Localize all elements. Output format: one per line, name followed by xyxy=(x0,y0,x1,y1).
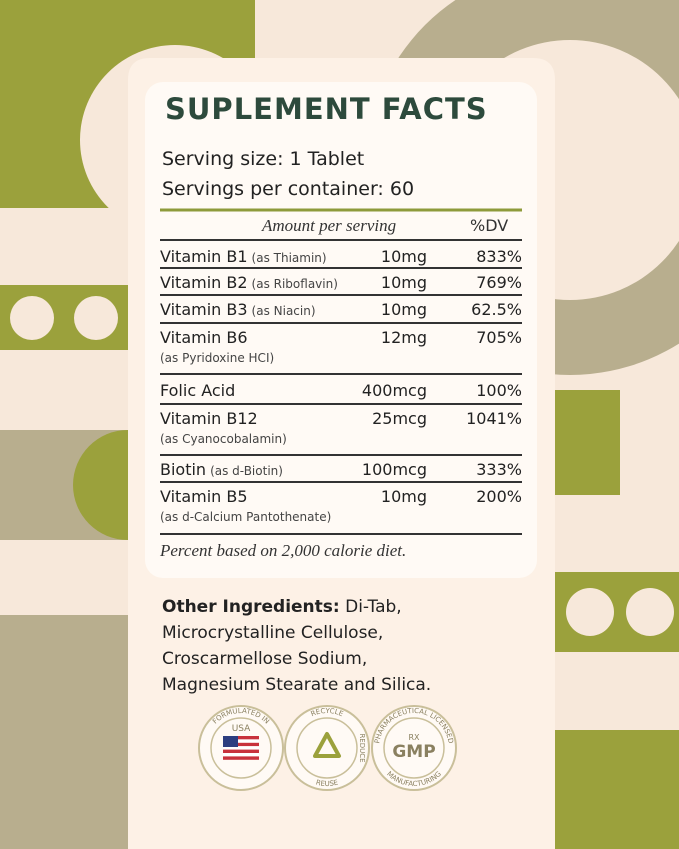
badge-inner xyxy=(383,717,445,779)
table-row: Vitamin B1 (as Thiamin) 10mg 833% xyxy=(160,243,522,269)
badge-inner xyxy=(296,717,358,779)
flag-canton xyxy=(223,736,238,747)
badge-text: REDUCE xyxy=(358,733,366,762)
ingredients-line: Magnesium Stearate and Silica. xyxy=(162,675,432,695)
flag-stripe xyxy=(223,742,259,747)
table-row: Vitamin B3 (as Niacin) 10mg 62.5% xyxy=(160,296,522,324)
nutrient-name: Vitamin B2 xyxy=(160,273,248,292)
daily-value: 705% xyxy=(476,328,522,347)
title: SUPLEMENT FACTS xyxy=(165,92,488,126)
badge-text: REUSE xyxy=(315,778,339,788)
badge-text: GMP xyxy=(392,742,435,762)
header-amount: Amount per serving xyxy=(262,216,397,235)
badge-inner xyxy=(210,717,272,779)
flag-stripe xyxy=(223,749,259,753)
nutrient-name: Vitamin B3 xyxy=(160,300,248,319)
ingredients-line: Microcrystalline Cellulose, xyxy=(162,623,384,643)
recycle-icon xyxy=(313,732,341,758)
amount: 10mg xyxy=(380,487,427,506)
daily-value: 769% xyxy=(476,273,522,292)
daily-value: 833% xyxy=(476,247,522,266)
amount: 25mcg xyxy=(372,409,427,428)
table-row: Vitamin B12 (as Cyanocobalamin) 25mcg 1041% xyxy=(160,405,522,456)
daily-value: 1041% xyxy=(466,409,522,428)
amount: 12mg xyxy=(380,328,427,347)
nutrient-note: (as d-Biotin) xyxy=(210,464,283,478)
table-row: Vitamin B6 (as Pyridoxine HCI) 12mg 705% xyxy=(160,324,522,375)
amount: 10mg xyxy=(380,300,427,319)
flag-stripe xyxy=(223,739,259,743)
flag-stripe xyxy=(223,736,259,740)
nutrient-name: Vitamin B5 xyxy=(160,487,248,506)
nutrient-name: Biotin xyxy=(160,460,207,479)
amount: 100mcg xyxy=(361,460,427,479)
table-row: Folic Acid 400mcg 100% xyxy=(160,377,522,405)
ingredients-label: Other Ingredients: xyxy=(162,597,340,617)
other-ingredients: Other Ingredients: Di-Tab, Microcrystalli… xyxy=(162,594,431,698)
daily-value: 200% xyxy=(476,487,522,506)
flag-stripe xyxy=(223,746,259,750)
serving-size: Serving size: 1 Tablet xyxy=(162,148,365,170)
nutrient-note: (as Pyridoxine HCI) xyxy=(160,351,275,365)
badge-text: RECYCLE xyxy=(310,707,345,718)
daily-value: 100% xyxy=(476,381,522,400)
table-row: Vitamin B2 (as Riboflavin) 10mg 769% xyxy=(160,269,522,296)
table-row: Vitamin B5 (as d-Calcium Pantothenate) 10m… xyxy=(160,483,522,535)
ingredients-line: Croscarmellose Sodium, xyxy=(162,649,368,669)
servings-per-container: Servings per container: 60 xyxy=(162,178,415,200)
nutrient-note: (as Cyanocobalamin) xyxy=(160,432,287,446)
nutrient-note: (as d-Calcium Pantothenate) xyxy=(160,510,332,524)
nutrient-name: Vitamin B12 xyxy=(160,409,258,428)
nutrient-name: Folic Acid xyxy=(160,381,236,400)
amount: 10mg xyxy=(380,273,427,292)
nutrient-note: (as Riboflavin) xyxy=(251,277,338,291)
nutrient-note: (as Thiamin) xyxy=(251,251,327,265)
badge-text-path: REUSE xyxy=(315,778,339,788)
flag-stripe xyxy=(223,753,259,757)
nutrient-name: Vitamin B1 xyxy=(160,247,248,266)
flag-stripe xyxy=(223,756,259,760)
daily-value: 62.5% xyxy=(471,300,522,319)
amount: 10mg xyxy=(380,247,427,266)
ingredients-line: Di-Tab, xyxy=(339,597,402,617)
amount: 400mcg xyxy=(361,381,427,400)
header-dv: %DV xyxy=(470,216,509,235)
daily-value: 333% xyxy=(476,460,522,479)
badge-text: RX xyxy=(408,733,420,742)
badge-text: USA xyxy=(232,724,251,734)
table-row: Biotin (as d-Biotin) 100mcg 333% xyxy=(160,456,522,483)
footnote: Percent based on 2,000 calorie diet. xyxy=(160,541,407,560)
nutrient-note: (as Niacin) xyxy=(251,304,316,318)
nutrient-name: Vitamin B6 xyxy=(160,328,248,347)
badge-text-path: RECYCLE xyxy=(310,707,345,718)
